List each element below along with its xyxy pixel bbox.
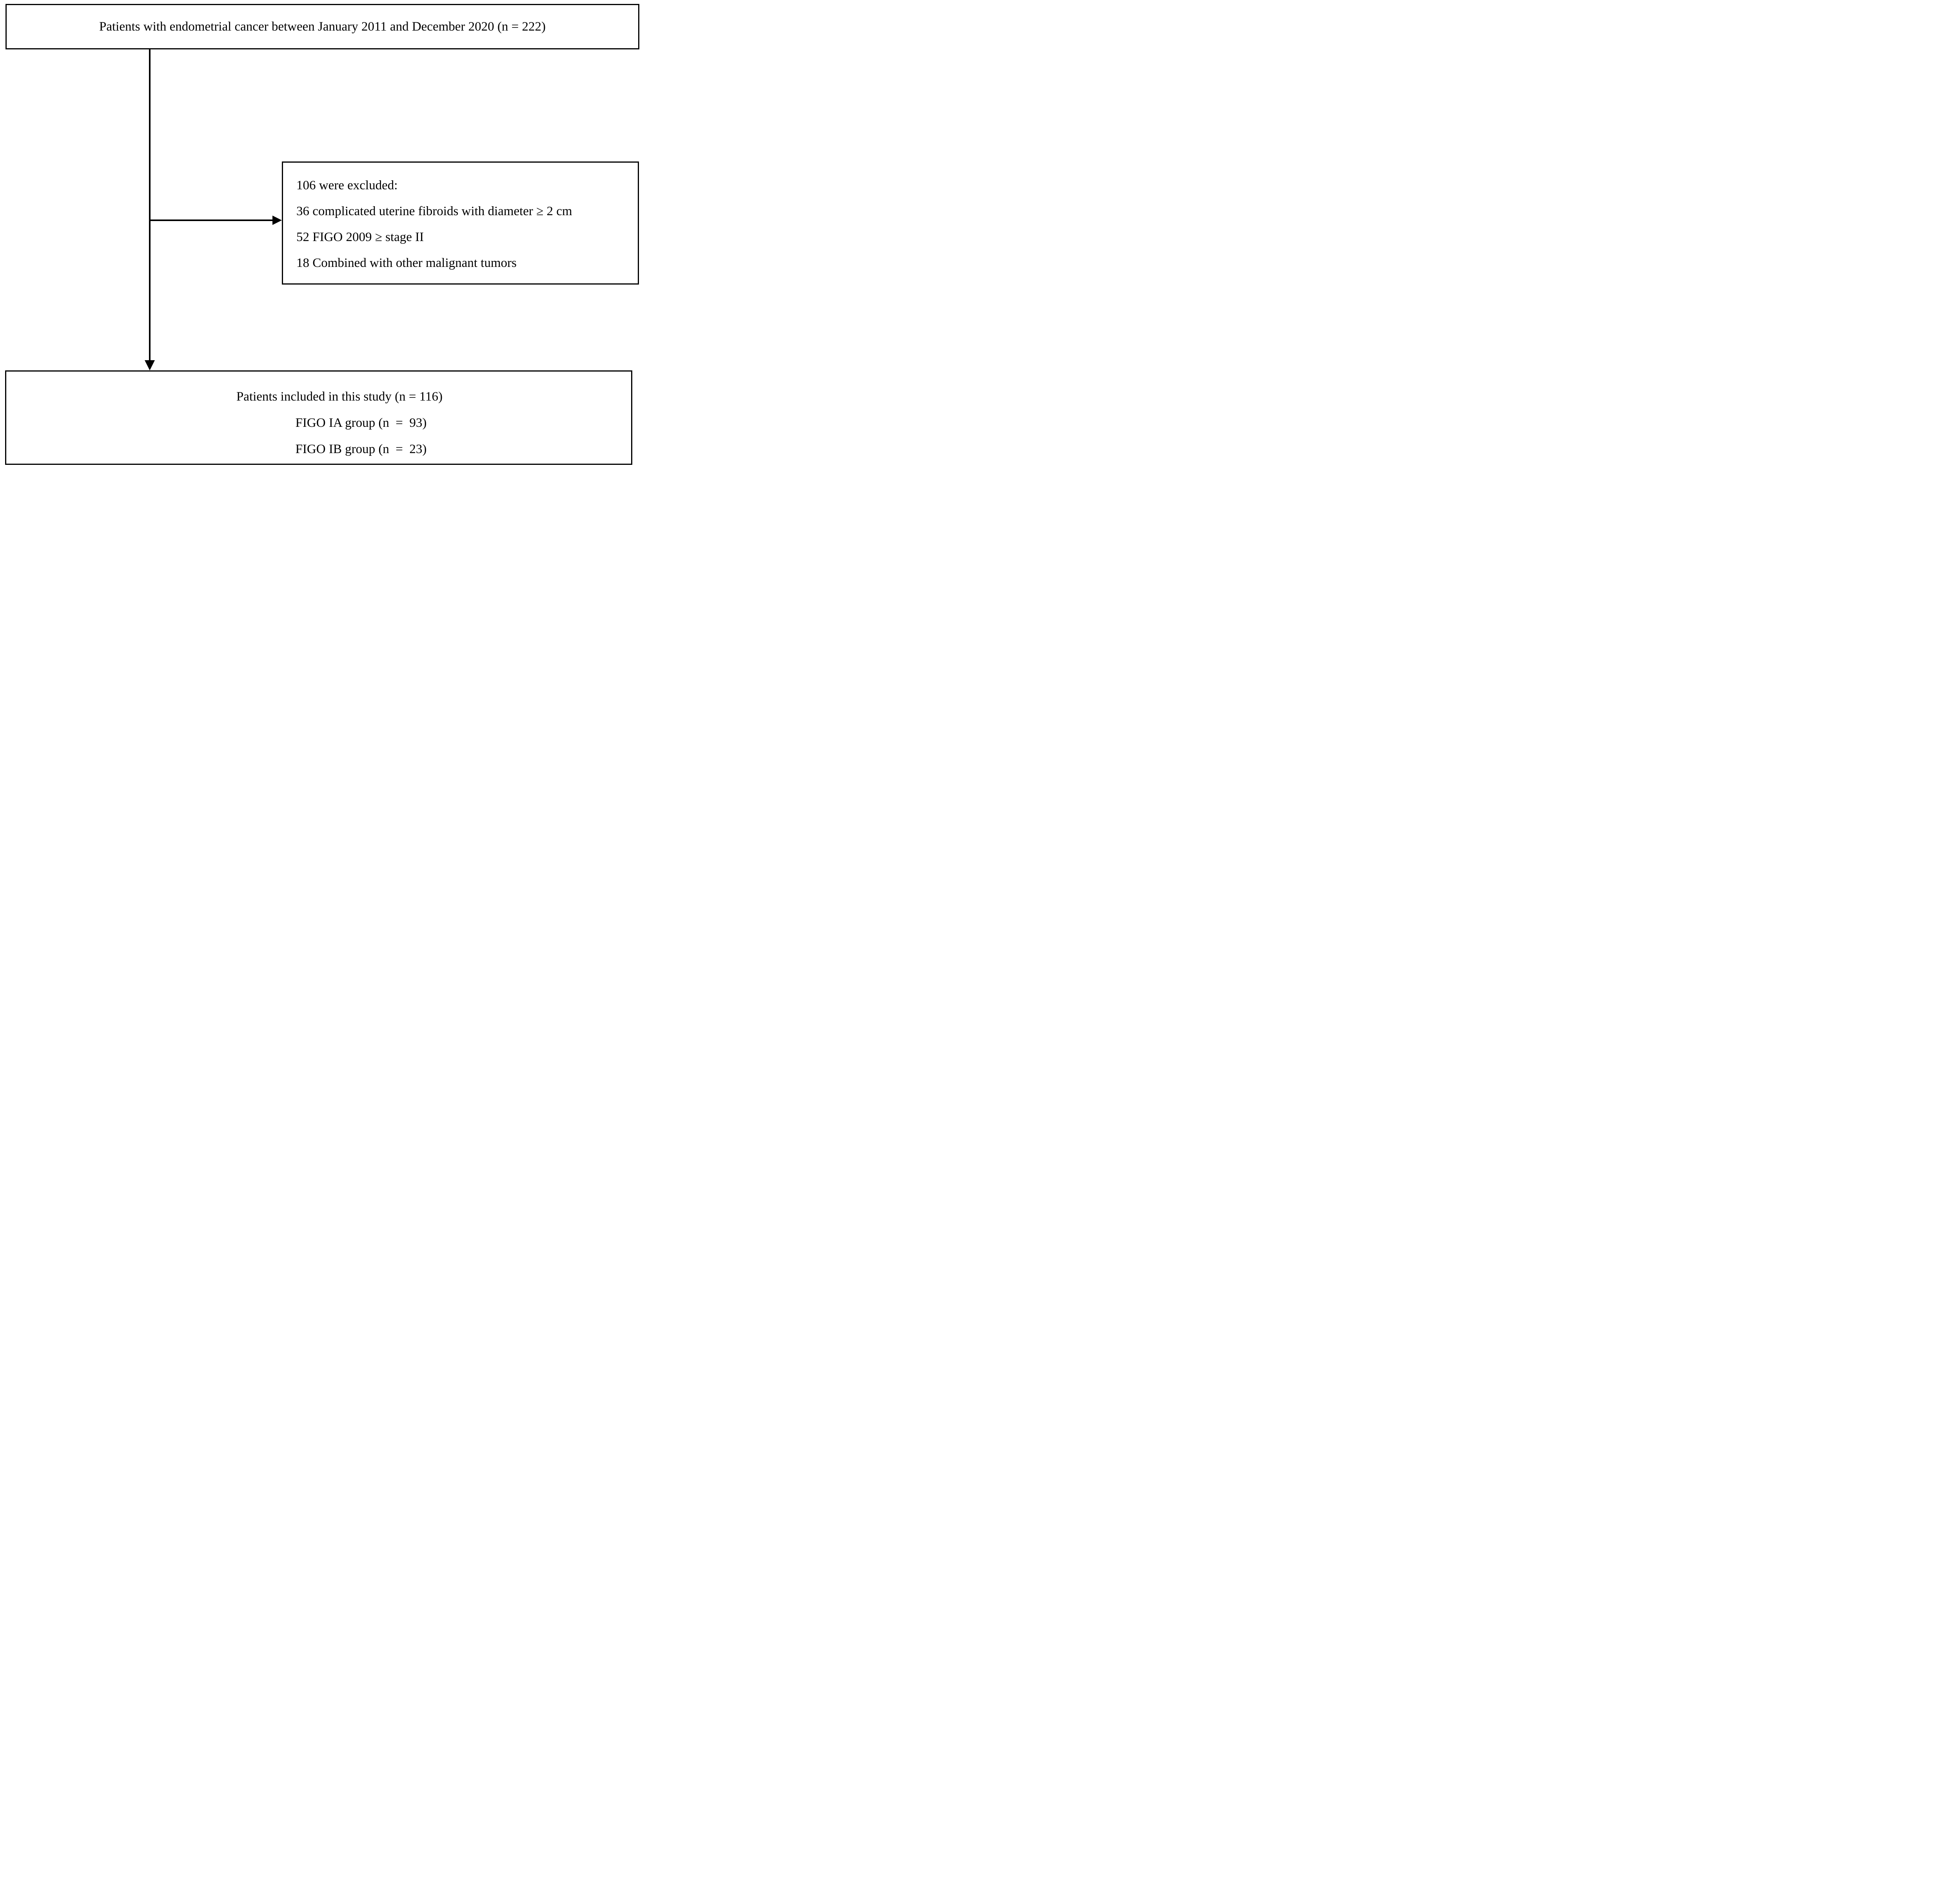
source-box-text: Patients with endometrial cancer between… bbox=[99, 19, 546, 34]
flow-diagram: Patients with endometrial cancer between… bbox=[0, 0, 641, 469]
arrowhead-down-icon bbox=[145, 360, 155, 370]
exclusion-reason-other-tumors-text: 18 Combined with other malignant tumors bbox=[296, 256, 517, 270]
vertical-connector-line bbox=[149, 49, 151, 361]
arrowhead-right-icon bbox=[272, 216, 282, 225]
source-box: Patients with endometrial cancer between… bbox=[5, 4, 639, 49]
inclusion-figo-ia-group-text: FIGO IA group (n = 93) bbox=[295, 416, 427, 430]
inclusion-box: Patients included in this study (n = 116… bbox=[5, 370, 632, 465]
exclusion-box: 106 were excluded: 36 complicated uterin… bbox=[282, 161, 639, 285]
exclusion-reason-figo-stage-text: 52 FIGO 2009 ≥ stage II bbox=[296, 230, 424, 244]
horizontal-connector-line bbox=[150, 219, 273, 221]
inclusion-figo-ib-group-text: FIGO IB group (n = 23) bbox=[295, 442, 427, 456]
exclusion-reason-fibroids-text: 36 complicated uterine fibroids with dia… bbox=[296, 204, 572, 218]
inclusion-summary-text: Patients included in this study (n = 116… bbox=[236, 390, 443, 404]
exclusion-summary-text: 106 were excluded: bbox=[296, 178, 398, 192]
